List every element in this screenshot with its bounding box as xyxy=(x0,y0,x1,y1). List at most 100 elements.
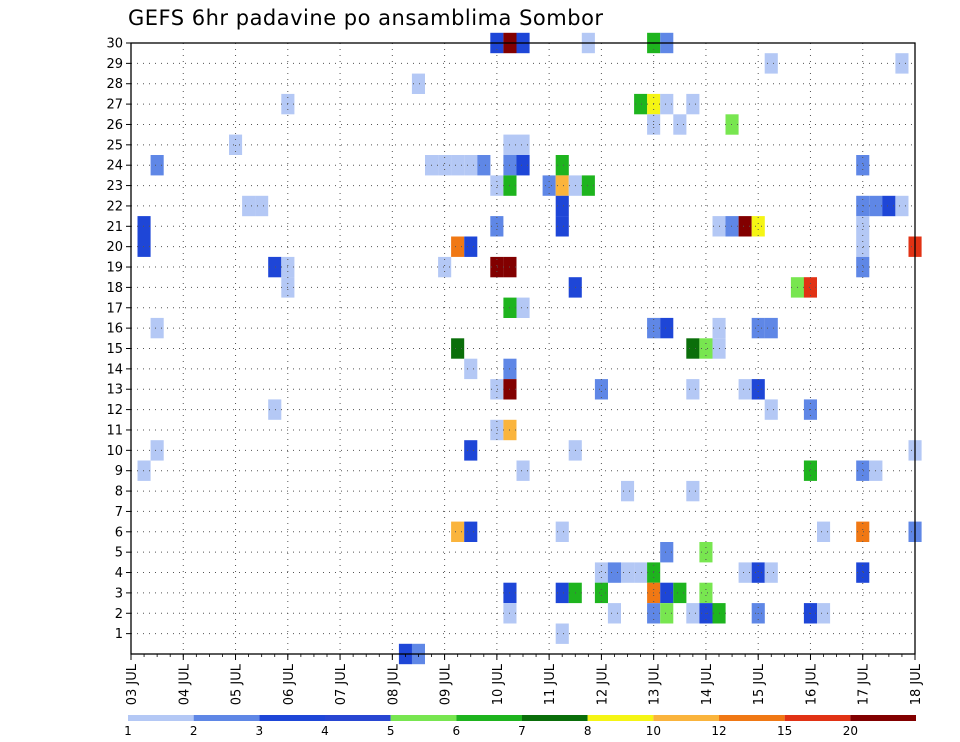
data-cell xyxy=(464,236,478,257)
data-cell xyxy=(555,155,569,176)
colorbar-label: 2 xyxy=(190,724,198,738)
data-cell xyxy=(621,562,635,583)
data-cell xyxy=(751,216,765,237)
data-cell xyxy=(594,582,608,604)
data-cell xyxy=(803,277,817,298)
colorbar-segment xyxy=(325,715,391,721)
y-tick-label: 3 xyxy=(115,586,123,601)
data-cell xyxy=(738,379,752,400)
x-tick-label: 14 JUL xyxy=(700,663,715,705)
data-cell xyxy=(725,114,739,135)
data-cell xyxy=(817,521,831,542)
data-cell xyxy=(686,603,700,624)
y-tick-label: 27 xyxy=(106,98,123,113)
y-tick-label: 7 xyxy=(115,505,123,520)
data-cell xyxy=(751,562,765,583)
data-cell xyxy=(555,623,569,644)
x-tick-label: 06 JUL xyxy=(282,663,297,705)
data-cell xyxy=(856,236,870,257)
y-tick-label: 5 xyxy=(115,546,123,561)
data-cell xyxy=(464,521,478,542)
x-tick-label: 18 JUL xyxy=(909,663,924,705)
data-cell xyxy=(803,460,817,481)
y-tick-label: 9 xyxy=(115,464,123,479)
data-cell xyxy=(516,297,530,318)
data-cell xyxy=(751,379,765,400)
data-cell xyxy=(137,236,151,257)
data-cell xyxy=(764,317,778,339)
y-tick-label: 28 xyxy=(106,77,123,92)
x-tick-label: 16 JUL xyxy=(804,663,819,705)
colorbar-segment xyxy=(587,715,654,721)
data-cell xyxy=(673,114,687,135)
data-cell xyxy=(490,256,504,278)
y-tick-label: 8 xyxy=(115,485,123,500)
data-cell xyxy=(686,93,700,115)
y-tick-label: 2 xyxy=(115,607,123,622)
colorbar-label: 6 xyxy=(453,724,461,738)
data-cell xyxy=(490,379,504,400)
data-cell xyxy=(464,440,478,461)
colorbar-segment xyxy=(193,715,260,721)
colorbar-label: 7 xyxy=(518,724,526,738)
data-cell xyxy=(699,338,713,359)
data-cell xyxy=(490,175,504,196)
data-cell xyxy=(451,236,465,257)
y-tick-label: 29 xyxy=(106,57,123,72)
colorbar-label: 15 xyxy=(777,724,792,738)
data-cell xyxy=(738,216,752,237)
data-cell xyxy=(856,216,870,237)
data-cell xyxy=(464,155,478,176)
data-cell xyxy=(150,317,164,339)
data-cell xyxy=(660,542,674,563)
data-cell xyxy=(686,480,700,502)
data-cell xyxy=(464,358,478,380)
data-cell xyxy=(686,338,700,359)
x-tick-label: 04 JUL xyxy=(177,663,192,705)
x-tick-label: 11 JUL xyxy=(543,663,558,705)
y-tick-label: 26 xyxy=(106,118,123,133)
data-cell xyxy=(686,379,700,400)
colorbar-segment xyxy=(653,715,719,721)
data-cell xyxy=(660,582,674,604)
data-cell xyxy=(895,195,909,217)
data-cell xyxy=(634,93,648,115)
y-tick-label: 22 xyxy=(106,199,123,214)
data-cell xyxy=(594,562,608,583)
x-tick-label: 12 JUL xyxy=(595,663,610,705)
data-cell xyxy=(255,195,269,217)
data-cell xyxy=(856,460,870,481)
y-tick-label: 24 xyxy=(106,159,123,174)
data-cell xyxy=(817,603,831,624)
data-cell xyxy=(242,195,256,217)
y-tick-label: 14 xyxy=(106,362,123,377)
data-cell xyxy=(451,155,465,176)
y-tick-label: 12 xyxy=(106,403,123,418)
data-cell xyxy=(764,562,778,583)
data-cell xyxy=(451,521,465,542)
colorbar-segment xyxy=(128,715,194,721)
data-cell xyxy=(150,155,164,176)
data-cell xyxy=(895,53,909,74)
data-cell xyxy=(411,73,425,94)
data-cell xyxy=(555,195,569,217)
x-tick-label: 09 JUL xyxy=(439,663,454,705)
colorbar-label: 3 xyxy=(256,724,264,738)
x-tick-label: 05 JUL xyxy=(230,663,245,705)
data-cell xyxy=(555,582,569,604)
colorbar-label: 5 xyxy=(387,724,395,738)
data-cell xyxy=(673,582,687,604)
y-tick-label: 18 xyxy=(106,281,123,296)
data-cell xyxy=(137,216,151,237)
data-cell xyxy=(764,399,778,420)
data-cell xyxy=(490,419,504,441)
y-tick-label: 6 xyxy=(115,525,123,540)
colorbar-segment xyxy=(456,715,522,721)
colorbar-label: 4 xyxy=(321,724,329,738)
data-cell xyxy=(137,460,151,481)
colorbar-label: 12 xyxy=(711,724,726,738)
y-tick-label: 13 xyxy=(106,383,123,398)
data-cell xyxy=(856,155,870,176)
y-tick-label: 25 xyxy=(106,138,123,153)
